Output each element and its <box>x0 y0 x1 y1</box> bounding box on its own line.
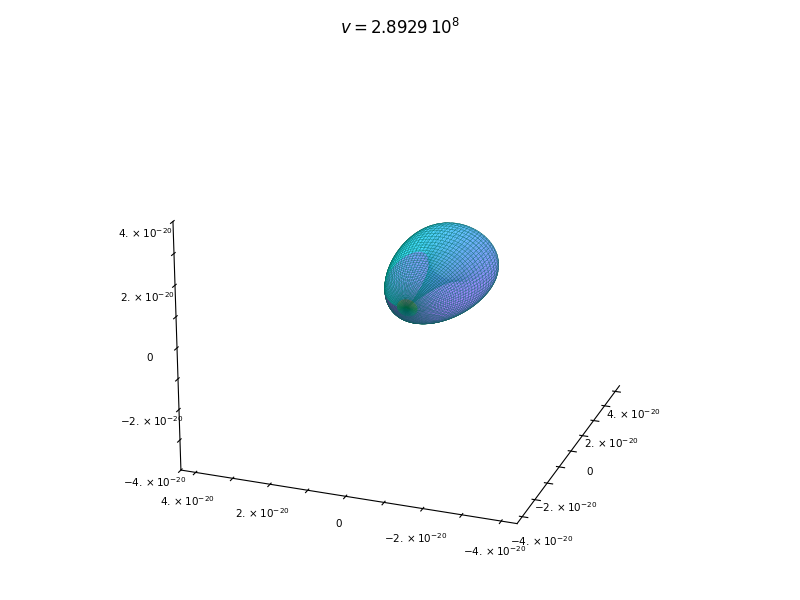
Text: $\mathit{v} = 2.8929\,10^{8}$: $\mathit{v} = 2.8929\,10^{8}$ <box>340 18 460 38</box>
